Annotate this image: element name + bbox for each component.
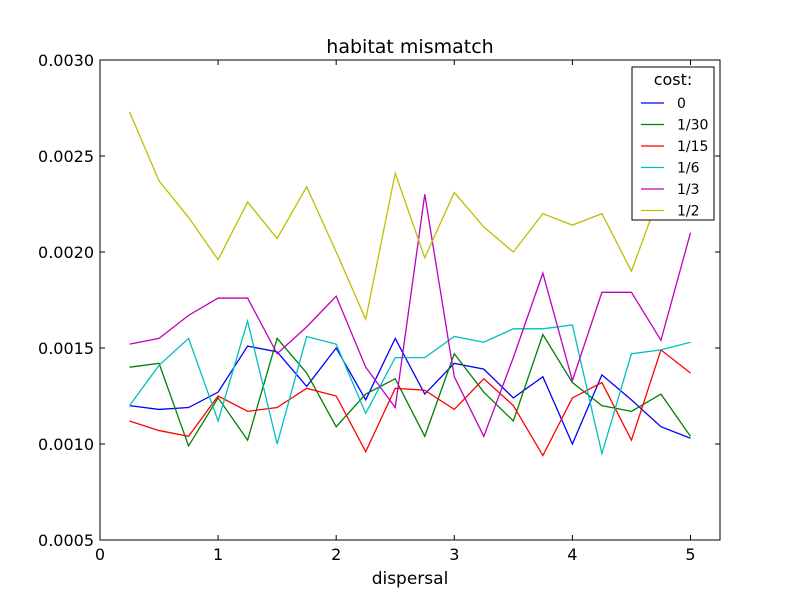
series-line-2: [129, 348, 691, 457]
axes-frame: [99, 59, 721, 541]
chart-title: habitat mismatch: [326, 36, 493, 58]
x-tick-label: 1: [213, 545, 223, 564]
legend-label-3: 1/6: [677, 161, 700, 177]
x-tick-label: 4: [567, 545, 577, 564]
x-tick-label: 2: [331, 545, 341, 564]
legend-label-4: 1/3: [677, 182, 700, 198]
y-tick-label: 0.0010: [38, 435, 94, 454]
legend-label-1: 1/30: [677, 118, 708, 134]
series-line-4: [129, 194, 692, 438]
legend-box: [631, 66, 715, 221]
series-line-0: [129, 336, 691, 446]
y-tick-label: 0.0005: [38, 531, 94, 550]
legend-label-5: 1/2: [677, 204, 700, 220]
plot-area: [128, 111, 692, 457]
axis-ticks: 0 1 2 3 4 5 0.0005 0.0010 0.0015 0.0020 0.0025 0.00…: [38, 51, 720, 564]
x-tick-label: 3: [449, 545, 459, 564]
legend-title: cost:: [654, 70, 693, 89]
series-line-3: [128, 318, 691, 457]
x-tick-label: 5: [685, 545, 695, 564]
x-tick-label: 0: [95, 545, 105, 564]
series-line-5: [128, 111, 691, 322]
y-tick-label: 0.0020: [38, 243, 94, 262]
legend: cost: 0 1/30 1/15 1/6 1/3 1/2: [631, 66, 715, 221]
legend-label-2: 1/15: [677, 139, 708, 155]
y-tick-label: 0.0025: [38, 147, 94, 166]
x-axis-label: dispersal: [372, 569, 449, 589]
legend-label-0: 0: [677, 96, 686, 112]
y-tick-label: 0.0015: [38, 339, 94, 358]
y-tick-label: 0.0030: [38, 51, 94, 70]
